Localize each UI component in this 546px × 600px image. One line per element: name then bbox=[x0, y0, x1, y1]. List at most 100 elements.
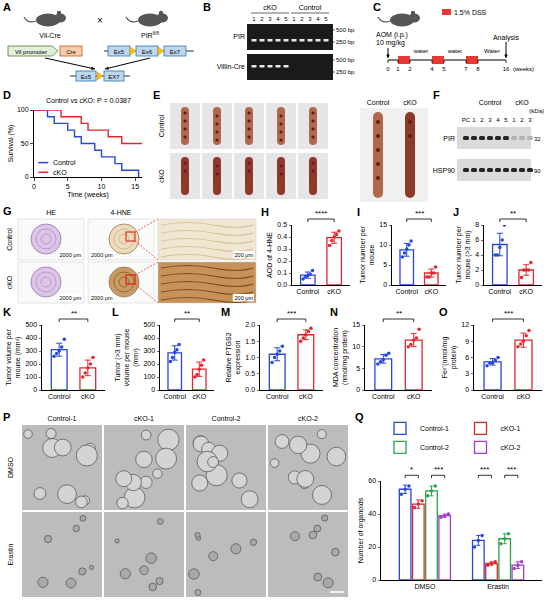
svg-text:Erastin: Erastin bbox=[7, 544, 14, 566]
svg-text:***: *** bbox=[415, 209, 424, 218]
svg-text:Control: Control bbox=[48, 393, 71, 400]
svg-text:Ex5: Ex5 bbox=[114, 49, 125, 55]
svg-text:water: water bbox=[413, 48, 429, 54]
svg-text:Tumor number permouse (>3 mm): Tumor number permouse (>3 mm) bbox=[455, 225, 472, 283]
svg-text:3: 3 bbox=[268, 16, 272, 22]
svg-text:cKO: cKO bbox=[519, 288, 533, 295]
svg-text:Vil promoter: Vil promoter bbox=[15, 49, 47, 55]
svg-text:HE: HE bbox=[46, 209, 56, 216]
svg-text:Survival (%): Survival (%) bbox=[7, 125, 15, 163]
svg-text:100: 100 bbox=[17, 106, 29, 113]
svg-text:***: *** bbox=[434, 465, 443, 474]
svg-text:PIR: PIR bbox=[443, 135, 455, 142]
svg-text:100: 100 bbox=[25, 373, 37, 380]
svg-text:4-HNE: 4-HNE bbox=[110, 209, 131, 216]
svg-text:Relative PTGS2expression: Relative PTGS2expression bbox=[225, 332, 242, 382]
svg-text:cKO: cKO bbox=[158, 169, 165, 183]
svg-text:Ex7: Ex7 bbox=[170, 49, 181, 55]
svg-text:15: 15 bbox=[379, 221, 387, 228]
svg-text:cKO: cKO bbox=[81, 393, 95, 400]
svg-text:D: D bbox=[3, 89, 11, 101]
svg-text:1: 1 bbox=[292, 16, 296, 22]
svg-text:Water: Water bbox=[484, 48, 500, 54]
svg-text:16: 16 bbox=[503, 66, 510, 72]
svg-text:8: 8 bbox=[475, 221, 479, 228]
svg-text:cKO-1: cKO-1 bbox=[134, 415, 154, 422]
svg-text:Control-2: Control-2 bbox=[212, 415, 241, 422]
svg-text:Cre: Cre bbox=[66, 49, 76, 55]
svg-text:250 bp: 250 bp bbox=[336, 39, 355, 45]
svg-text:10 mg/kg: 10 mg/kg bbox=[376, 39, 405, 47]
svg-text:0: 0 bbox=[475, 281, 479, 288]
svg-text:***: *** bbox=[480, 465, 489, 474]
svg-text:5: 5 bbox=[383, 261, 387, 268]
svg-text:1.0: 1.0 bbox=[245, 354, 255, 361]
svg-text:*: * bbox=[410, 465, 413, 474]
svg-text:Tumor number permouse: Tumor number permouse bbox=[359, 225, 375, 283]
svg-text:0.1: 0.1 bbox=[277, 269, 287, 276]
svg-text:cKO: cKO bbox=[192, 393, 206, 400]
svg-text:20: 20 bbox=[368, 543, 376, 550]
svg-text:I: I bbox=[357, 206, 360, 218]
svg-text:cKO: cKO bbox=[407, 393, 421, 400]
svg-text:PIR: PIR bbox=[233, 33, 245, 40]
svg-text:3: 3 bbox=[308, 16, 312, 22]
svg-text:Control: Control bbox=[489, 288, 512, 295]
svg-text:cKO-2: cKO-2 bbox=[298, 415, 318, 422]
svg-text:4: 4 bbox=[276, 16, 280, 22]
svg-text:***: *** bbox=[504, 309, 513, 318]
svg-text:2: 2 bbox=[520, 117, 524, 123]
svg-text:***: *** bbox=[287, 309, 296, 318]
svg-text:Control: Control bbox=[297, 288, 320, 295]
svg-text:P: P bbox=[3, 411, 10, 423]
svg-text:90: 90 bbox=[534, 168, 541, 174]
svg-text:Control: Control bbox=[158, 114, 165, 137]
svg-text:Control: Control bbox=[372, 393, 395, 400]
svg-text:500: 500 bbox=[143, 321, 155, 328]
svg-text:40: 40 bbox=[368, 510, 376, 517]
svg-text:****: **** bbox=[315, 209, 327, 218]
svg-text:1: 1 bbox=[512, 117, 516, 123]
svg-text:**: ** bbox=[184, 309, 190, 318]
svg-text:1.5: 1.5 bbox=[245, 338, 255, 345]
svg-text:AOM (i.p.): AOM (i.p.) bbox=[376, 31, 408, 39]
svg-text:J: J bbox=[453, 206, 459, 218]
svg-text:300: 300 bbox=[143, 347, 155, 354]
svg-text:***: *** bbox=[507, 465, 516, 474]
svg-text:400: 400 bbox=[143, 334, 155, 341]
svg-text:200 μm: 200 μm bbox=[235, 295, 254, 301]
svg-text:2: 2 bbox=[260, 16, 264, 22]
svg-text:Number of organoids: Number of organoids bbox=[357, 497, 365, 563]
svg-text:1: 1 bbox=[396, 66, 400, 72]
svg-text:Control: Control bbox=[299, 4, 322, 11]
svg-text:cKO: cKO bbox=[403, 99, 417, 106]
svg-text:1.5% DSS: 1.5% DSS bbox=[454, 9, 487, 16]
svg-text:Control: Control bbox=[163, 393, 186, 400]
svg-text:200 μm: 200 μm bbox=[235, 252, 254, 258]
svg-text:**: ** bbox=[71, 309, 77, 318]
svg-text:0.3: 0.3 bbox=[277, 245, 287, 252]
svg-text:9: 9 bbox=[465, 338, 469, 345]
svg-text:Ex6: Ex6 bbox=[142, 49, 153, 55]
svg-text:cKO-1: cKO-1 bbox=[501, 425, 521, 432]
svg-text:EX7: EX7 bbox=[108, 74, 120, 80]
svg-text:Analysis: Analysis bbox=[493, 34, 520, 42]
svg-text:6: 6 bbox=[465, 354, 469, 361]
svg-text:cKO: cKO bbox=[53, 169, 67, 176]
svg-text:Control vs cKO: P = 0.0387: Control vs cKO: P = 0.0387 bbox=[46, 97, 131, 104]
svg-text:K: K bbox=[3, 306, 11, 318]
svg-text:4: 4 bbox=[496, 117, 500, 123]
svg-text:32: 32 bbox=[534, 136, 541, 142]
svg-text:2.0: 2.0 bbox=[245, 321, 255, 328]
svg-text:HSP90: HSP90 bbox=[433, 167, 455, 174]
svg-text:cKO: cKO bbox=[6, 275, 13, 289]
svg-text:300: 300 bbox=[25, 347, 37, 354]
svg-text:5: 5 bbox=[442, 66, 446, 72]
svg-text:10: 10 bbox=[379, 241, 387, 248]
svg-text:Tumor volume permouse (mm³): Tumor volume permouse (mm³) bbox=[5, 329, 22, 386]
svg-text:2000 μm: 2000 μm bbox=[91, 252, 113, 258]
svg-text:0: 0 bbox=[25, 173, 29, 180]
svg-text:DMSO: DMSO bbox=[414, 583, 436, 590]
svg-text:cKO: cKO bbox=[517, 393, 531, 400]
svg-text:60: 60 bbox=[368, 477, 376, 484]
